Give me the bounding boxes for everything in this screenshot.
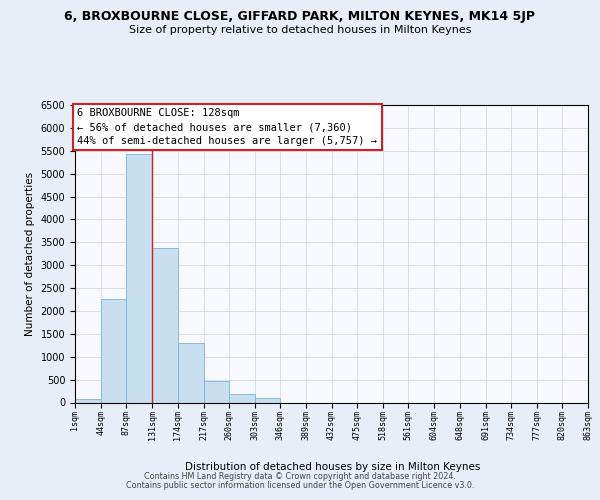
Bar	[255, 398, 280, 402]
Text: Contains public sector information licensed under the Open Government Licence v3: Contains public sector information licen…	[126, 481, 474, 490]
Bar	[178, 344, 203, 402]
Bar	[126, 154, 152, 402]
Text: Distribution of detached houses by size in Milton Keynes: Distribution of detached houses by size …	[185, 462, 481, 472]
Bar	[229, 394, 255, 402]
Text: Size of property relative to detached houses in Milton Keynes: Size of property relative to detached ho…	[129, 25, 471, 35]
Text: Contains HM Land Registry data © Crown copyright and database right 2024.: Contains HM Land Registry data © Crown c…	[144, 472, 456, 481]
Text: 6 BROXBOURNE CLOSE: 128sqm
← 56% of detached houses are smaller (7,360)
44% of s: 6 BROXBOURNE CLOSE: 128sqm ← 56% of deta…	[77, 108, 377, 146]
Bar	[203, 380, 229, 402]
Y-axis label: Number of detached properties: Number of detached properties	[25, 172, 35, 336]
Bar	[101, 298, 126, 403]
Text: 6, BROXBOURNE CLOSE, GIFFARD PARK, MILTON KEYNES, MK14 5JP: 6, BROXBOURNE CLOSE, GIFFARD PARK, MILTO…	[65, 10, 536, 23]
Bar	[75, 399, 101, 402]
Bar	[152, 248, 178, 402]
